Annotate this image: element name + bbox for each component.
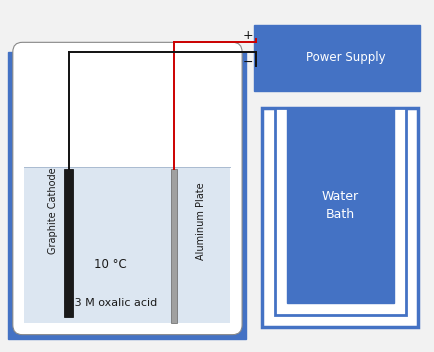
- Text: Graphite Cathode: Graphite Cathode: [48, 167, 58, 254]
- Text: +: +: [243, 29, 253, 42]
- Text: Water
Bath: Water Bath: [322, 190, 359, 221]
- Text: Power Supply: Power Supply: [306, 51, 385, 64]
- Bar: [263, 108, 418, 327]
- Text: Aluminum Plate: Aluminum Plate: [196, 182, 206, 260]
- Text: −: −: [243, 56, 253, 69]
- Bar: [286, 108, 394, 303]
- Bar: [275, 108, 406, 315]
- Text: 10 °C: 10 °C: [94, 258, 127, 271]
- FancyBboxPatch shape: [13, 42, 242, 335]
- Bar: [24, 166, 230, 323]
- Bar: [64, 169, 73, 317]
- Bar: [171, 169, 177, 323]
- Bar: [254, 25, 420, 90]
- Text: 0.3 M oxalic acid: 0.3 M oxalic acid: [64, 298, 157, 308]
- Bar: [9, 52, 247, 339]
